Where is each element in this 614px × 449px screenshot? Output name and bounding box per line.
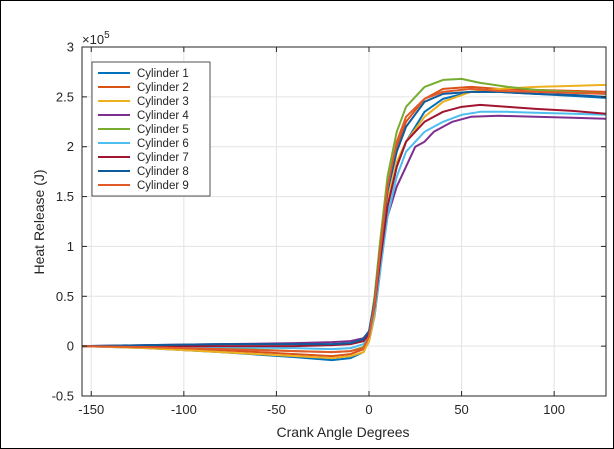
legend-item: Cylinder 4 (98, 110, 189, 122)
legend-item: Cylinder 9 (98, 180, 189, 192)
x-axis-label: Crank Angle Degrees (276, 424, 409, 440)
y-exponent-base: ×10 (82, 32, 104, 47)
legend-item: Cylinder 5 (98, 124, 189, 136)
y-tick-label: 1 (67, 239, 74, 254)
legend-label: Cylinder 1 (137, 68, 189, 80)
legend-item: Cylinder 6 (98, 138, 189, 150)
legend-item: Cylinder 8 (98, 166, 189, 178)
series-lines (82, 77, 606, 362)
legend-item: Cylinder 3 (98, 96, 189, 108)
x-tick-label: 100 (543, 402, 565, 417)
legend-label: Cylinder 2 (137, 82, 189, 94)
x-tick-label: 0 (365, 402, 372, 417)
y-tick-label: 2.5 (56, 89, 74, 104)
y-axis-label: Heat Release (J) (31, 169, 47, 274)
legend-label: Cylinder 5 (137, 124, 189, 136)
y-tick-label: 0 (67, 339, 74, 354)
series-line-cylinder-6 (82, 110, 606, 351)
y-tick-label: 1.5 (56, 189, 74, 204)
y-tick-label: 2 (67, 139, 74, 154)
series-line-cylinder-9 (82, 87, 606, 354)
legend-label: Cylinder 3 (137, 96, 189, 108)
y-tick-label: 0.5 (56, 289, 74, 304)
x-tick-label: -50 (267, 402, 286, 417)
x-tick-label: -100 (171, 402, 197, 417)
x-tick-label: 50 (454, 402, 468, 417)
legend-item: Cylinder 7 (98, 152, 189, 164)
legend-label: Cylinder 4 (137, 110, 189, 122)
x-tick-label: -150 (78, 402, 104, 417)
y-axis-ticks: -0.5 0 0.5 1 1.5 2 2.5 3 (52, 40, 606, 404)
plot-area-border (81, 46, 607, 397)
y-tick-label: -0.5 (52, 389, 74, 404)
series-line-cylinder-7 (82, 103, 606, 348)
y-exponent-power: 5 (104, 30, 110, 41)
legend-label: Cylinder 9 (137, 180, 189, 192)
y-tick-label: 3 (67, 40, 74, 55)
legend-label: Cylinder 7 (137, 152, 189, 164)
legend-item: Cylinder 1 (98, 68, 189, 80)
legend-label: Cylinder 6 (137, 138, 189, 150)
x-axis-ticks: -150 -100 -50 0 50 100 (78, 47, 565, 417)
legend: Cylinder 1 Cylinder 2 Cylinder 3 Cylinder 4… (91, 61, 211, 197)
legend-label: Cylinder 8 (137, 166, 189, 178)
series-line-cylinder-4 (82, 114, 606, 348)
y-axis-exponent: ×105 (82, 30, 110, 47)
legend-item: Cylinder 2 (98, 82, 189, 94)
